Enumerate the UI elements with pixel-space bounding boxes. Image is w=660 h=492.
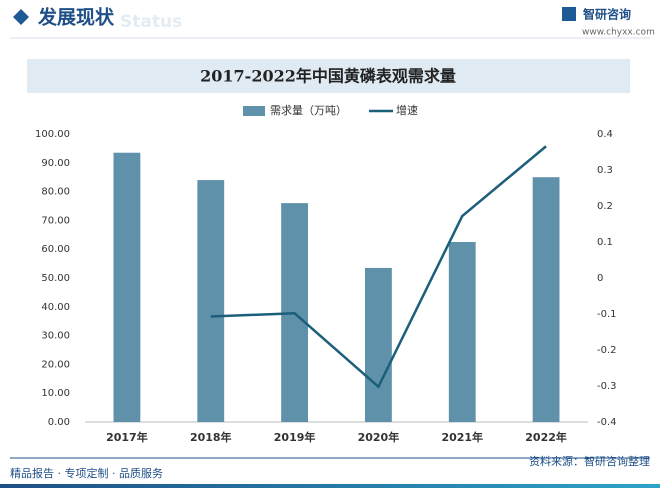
y2-tick-label: -0.3	[597, 381, 617, 392]
y-tick-label: 10.00	[41, 388, 70, 399]
header-subtitle: Status	[120, 12, 182, 32]
legend-label: 需求量（万吨）	[270, 104, 347, 117]
y-tick-label: 40.00	[41, 302, 70, 313]
x-tick-label: 2021年	[441, 430, 483, 444]
title-box	[27, 59, 630, 93]
y2-tick-label: 0	[597, 273, 603, 284]
y-tick-label: 20.00	[41, 359, 70, 370]
y2-tick-label: 0.4	[597, 129, 613, 140]
bar	[113, 152, 141, 422]
y-tick-label: 100.00	[35, 129, 70, 140]
y2-tick-label: -0.2	[597, 345, 617, 356]
bar	[532, 177, 560, 422]
x-tick-label: 2022年	[525, 430, 567, 444]
header-title: 发展现状	[37, 6, 115, 29]
x-tick-label: 2017年	[106, 430, 148, 444]
y2-tick-label: -0.4	[597, 417, 617, 428]
y2-tick-label: -0.1	[597, 309, 617, 320]
y2-tick-label: 0.1	[597, 237, 613, 248]
footer-right: 资料来源：智研咨询整理	[529, 454, 650, 468]
y-tick-label: 80.00	[41, 187, 70, 198]
x-tick-label: 2019年	[274, 430, 316, 444]
footer-left: 精品报告 · 专项定制 · 品质服务	[10, 466, 163, 480]
bar	[365, 267, 392, 422]
y2-tick-label: 0.3	[597, 165, 613, 176]
chart-title: 2017-2022年中国黄磷表观需求量	[200, 67, 456, 86]
brand-url: www.chyxx.com	[582, 28, 655, 38]
brand: 智研咨询	[582, 7, 631, 22]
legend-swatch	[243, 106, 265, 116]
header-icon	[13, 9, 29, 25]
line	[210, 145, 547, 389]
legend-label: 增速	[396, 103, 418, 117]
y-tick-label: 90.00	[41, 158, 70, 169]
y-tick-label: 70.00	[41, 215, 70, 226]
bar	[197, 180, 225, 422]
bar	[448, 242, 476, 422]
brand-logo	[562, 7, 576, 21]
y-tick-label: 30.00	[41, 331, 70, 342]
footer-bar	[0, 484, 660, 488]
x-tick-label: 2018年	[190, 430, 232, 444]
y2-tick-label: 0.2	[597, 201, 613, 212]
plot: 0.00 10.00 20.00 30.00 40.00 50.00 60.00 70.00 8…	[35, 103, 617, 444]
x-tick-label: 2020年	[358, 430, 400, 444]
y-tick-label: 50.00	[41, 273, 70, 284]
y-tick-label: 0.00	[48, 417, 70, 428]
y-tick-label: 60.00	[41, 244, 70, 255]
